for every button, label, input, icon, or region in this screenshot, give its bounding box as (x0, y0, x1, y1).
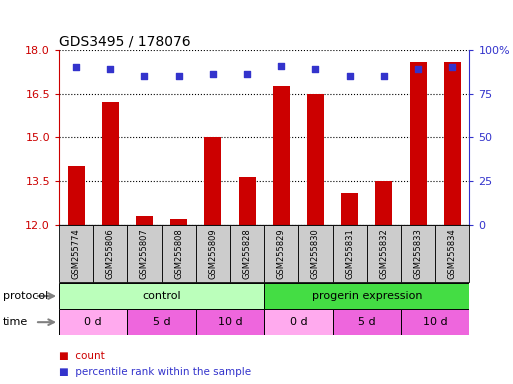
Bar (204, 137, 222, 225)
Point (141, 73, 149, 79)
Bar (239, 177, 255, 225)
Text: GSM255834: GSM255834 (448, 228, 457, 279)
Text: time: time (3, 317, 28, 327)
Text: 0 d: 0 d (84, 317, 102, 327)
Bar (332, 225, 367, 282)
Text: progerin expression: progerin expression (311, 291, 422, 301)
Text: 0 d: 0 d (289, 317, 307, 327)
Bar (136, 216, 153, 225)
Bar (102, 103, 119, 225)
Text: ■  count: ■ count (59, 351, 105, 361)
Point (174, 73, 183, 79)
Text: GSM255806: GSM255806 (106, 228, 115, 279)
Bar (127, 309, 196, 335)
Bar (341, 193, 358, 225)
Text: ■  percentile rank within the sample: ■ percentile rank within the sample (59, 367, 251, 377)
Bar (332, 309, 401, 335)
Bar (127, 225, 162, 282)
Point (311, 66, 320, 72)
Text: 10 d: 10 d (423, 317, 447, 327)
Point (243, 71, 251, 78)
Text: GSM255774: GSM255774 (72, 228, 81, 279)
Bar (68, 166, 85, 225)
Point (414, 66, 422, 72)
Text: GSM255833: GSM255833 (413, 228, 423, 279)
Text: GSM255831: GSM255831 (345, 228, 354, 279)
Bar (273, 86, 290, 225)
Text: GSM255828: GSM255828 (243, 228, 251, 279)
Text: GSM255808: GSM255808 (174, 228, 183, 279)
Bar (376, 181, 392, 225)
Bar (401, 309, 469, 335)
Point (209, 71, 217, 78)
Bar (59, 225, 93, 282)
Point (380, 73, 388, 79)
Bar (93, 225, 127, 282)
Text: GDS3495 / 178076: GDS3495 / 178076 (59, 35, 191, 49)
Bar (162, 225, 196, 282)
Bar (307, 94, 324, 225)
Text: 5 d: 5 d (153, 317, 170, 327)
Point (277, 63, 285, 69)
Point (448, 65, 457, 71)
Bar (264, 283, 469, 309)
Bar (59, 283, 264, 309)
Point (106, 66, 114, 72)
Point (72, 65, 80, 71)
Bar (435, 225, 469, 282)
Bar (367, 225, 401, 282)
Bar (196, 225, 230, 282)
Bar (409, 61, 427, 225)
Text: protocol: protocol (3, 291, 48, 301)
Text: 5 d: 5 d (358, 317, 376, 327)
Text: GSM255807: GSM255807 (140, 228, 149, 279)
Bar (264, 309, 332, 335)
Bar (59, 309, 127, 335)
Bar (444, 61, 461, 225)
Text: GSM255832: GSM255832 (380, 228, 388, 279)
Bar (170, 219, 187, 225)
Bar (230, 225, 264, 282)
Text: control: control (142, 291, 181, 301)
Bar (264, 225, 299, 282)
Bar (401, 225, 435, 282)
Point (346, 73, 354, 79)
Bar (299, 225, 332, 282)
Bar (196, 309, 264, 335)
Text: GSM255830: GSM255830 (311, 228, 320, 279)
Text: GSM255829: GSM255829 (277, 228, 286, 279)
Text: GSM255809: GSM255809 (208, 228, 218, 279)
Text: 10 d: 10 d (218, 317, 242, 327)
